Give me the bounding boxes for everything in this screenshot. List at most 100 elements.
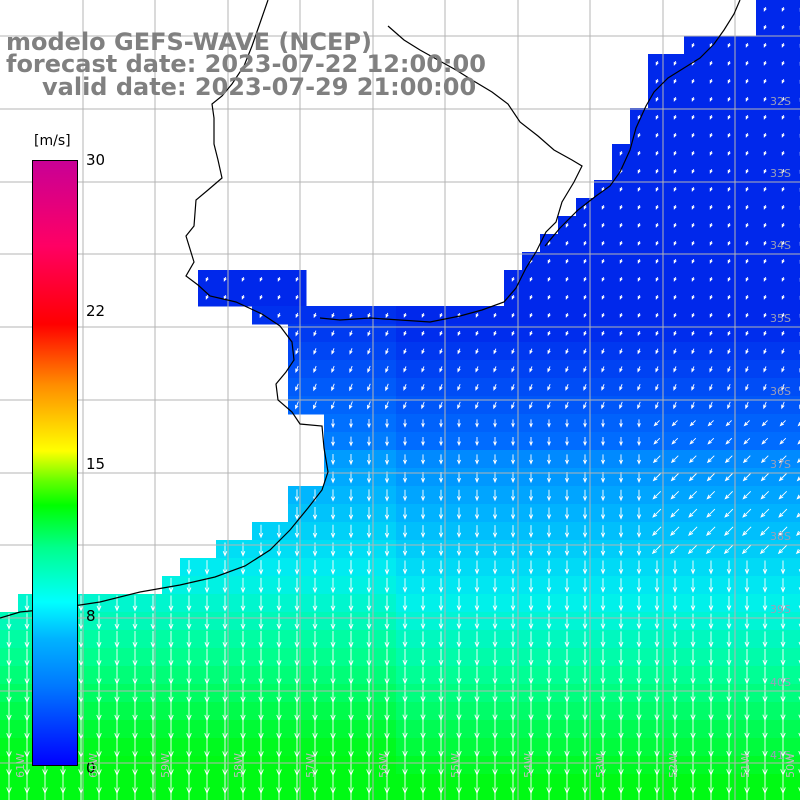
wind-arrow (367, 401, 371, 410)
wind-arrow (781, 348, 785, 355)
wind-arrow (330, 630, 336, 649)
wind-arrow (510, 560, 516, 575)
wind-arrow (403, 366, 407, 373)
wind-arrow (420, 525, 426, 539)
wind-arrow (706, 455, 715, 464)
wind-cell (792, 18, 800, 37)
wind-arrow (690, 578, 696, 593)
wind-arrow (62, 791, 64, 800)
wind-arrow (258, 560, 264, 576)
wind-arrow (745, 222, 749, 228)
wind-arrow (114, 630, 120, 649)
wind-arrow (781, 294, 785, 300)
wind-arrow (745, 294, 749, 300)
wind-arrow (528, 684, 534, 703)
wind-arrow (456, 489, 462, 502)
wind-arrow (240, 648, 246, 667)
wind-arrow (78, 595, 84, 612)
wind-arrow (529, 454, 533, 465)
wind-arrow (492, 613, 498, 630)
wind-arrow (384, 666, 390, 685)
wind-arrow (601, 419, 605, 428)
wind-arrow (728, 791, 730, 800)
wind-arrow (780, 595, 786, 612)
wind-arrow (725, 420, 732, 427)
wind-arrow (745, 114, 749, 120)
wind-arrow (673, 366, 677, 373)
wind-arrow (511, 419, 515, 428)
wind-arrow (204, 560, 210, 576)
wind-arrow (331, 418, 335, 429)
wind-arrow (403, 419, 407, 428)
wind-arrow (294, 524, 300, 539)
wind-arrow (474, 578, 480, 593)
wind-arrow (762, 666, 768, 685)
wind-arrow (798, 769, 800, 774)
wind-arrow (564, 489, 570, 502)
wind-arrow (384, 453, 390, 466)
wind-arrow (762, 613, 768, 630)
wind-arrow (565, 240, 569, 246)
wind-arrow (655, 222, 659, 228)
wind-arrow (258, 666, 264, 685)
lon-label: 53W (594, 753, 607, 778)
wind-arrow (763, 204, 767, 210)
wind-arrow (708, 613, 714, 630)
wind-arrow (672, 684, 678, 703)
wind-arrow (402, 472, 408, 484)
wind-arrow (706, 508, 716, 518)
wind-arrow (493, 366, 497, 373)
wind-arrow (781, 204, 785, 210)
wind-arrow (456, 507, 462, 520)
wind-arrow (565, 330, 569, 337)
wind-arrow (296, 791, 298, 800)
wind-arrow (672, 666, 678, 685)
wind-arrow (258, 524, 264, 539)
wind-arrow (655, 114, 659, 120)
wind-arrow (673, 132, 677, 138)
colorbar-tick-22: 22 (86, 302, 106, 320)
wind-arrow (458, 791, 460, 800)
wind-arrow (528, 507, 534, 520)
wind-arrow (619, 366, 623, 373)
wind-arrow (619, 294, 623, 300)
wind-arrow (709, 258, 713, 264)
wind-arrow (456, 560, 462, 575)
wind-arrow (510, 613, 516, 630)
wind-cell (792, 198, 800, 217)
wind-arrow (474, 649, 480, 667)
wind-arrow (384, 648, 390, 667)
wind-arrow (582, 489, 588, 502)
wind-arrow (439, 419, 443, 428)
wind-arrow (511, 330, 515, 337)
wind-arrow (654, 560, 660, 575)
wind-arrow (384, 560, 390, 576)
wind-arrow (745, 330, 749, 337)
wind-arrow (511, 312, 515, 318)
wind-arrow (295, 330, 299, 337)
wind-arrow (168, 648, 174, 667)
wind-arrow (763, 330, 767, 337)
wind-arrow (421, 401, 425, 410)
wind-arrow (348, 613, 354, 630)
wind-arrow (222, 595, 228, 612)
wind-arrow (796, 458, 800, 464)
wind-arrow (709, 222, 713, 228)
wind-arrow (330, 560, 336, 576)
wind-arrow (510, 666, 516, 685)
wind-arrow (655, 78, 659, 84)
wind-arrow (511, 437, 515, 447)
wind-arrow (673, 150, 677, 156)
wind-arrow (654, 631, 660, 648)
wind-arrow (240, 595, 246, 612)
wind-arrow (276, 595, 282, 612)
lon-label: 55W (449, 753, 462, 778)
wind-arrow (601, 312, 605, 318)
wind-arrow (8, 791, 10, 800)
wind-arrow (384, 577, 390, 594)
wind-arrow (222, 630, 228, 649)
wind-arrow (366, 507, 372, 521)
wind-arrow (367, 436, 371, 447)
wind-arrow (619, 454, 623, 465)
